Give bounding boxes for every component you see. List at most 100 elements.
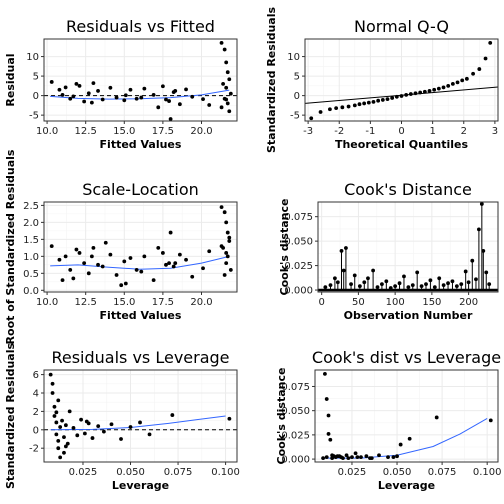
- data-point: [201, 97, 205, 102]
- data-point: [147, 432, 152, 437]
- data-point: [441, 85, 446, 90]
- data-point: [54, 410, 59, 415]
- data-point: [399, 94, 404, 98]
- data-point: [114, 273, 119, 277]
- data-point: [82, 99, 87, 104]
- data-point: [123, 93, 128, 98]
- data-point: [332, 276, 337, 281]
- x-axis-label: Fitted Values: [100, 138, 182, 151]
- data-point: [362, 101, 367, 106]
- data-point: [355, 455, 360, 460]
- data-point: [388, 286, 393, 290]
- x-tick-label: 15.0: [113, 297, 135, 308]
- data-point: [376, 98, 381, 103]
- data-point: [471, 71, 475, 76]
- x-tick-label: -2: [334, 126, 344, 137]
- resid_leverage-panel: 0.025 0.050 0.075 0.100 -2 0 2 4 6 Residuals vs L…: [4, 343, 240, 492]
- data-point: [96, 262, 100, 267]
- cooks_leverage-panel: 0.025 0.050 0.075 0.100 0.000 0.025 0.050 0.075…: [275, 348, 502, 492]
- x-tick-label: -3: [303, 126, 313, 137]
- data-point: [402, 274, 406, 279]
- data-point: [123, 281, 128, 286]
- plot-background: [44, 202, 237, 292]
- data-point: [52, 414, 57, 418]
- data-point: [128, 425, 133, 429]
- data-point: [164, 262, 168, 267]
- data-point: [346, 104, 351, 109]
- data-point: [386, 455, 390, 460]
- data-point: [227, 239, 232, 243]
- data-point: [419, 284, 424, 289]
- data-point: [57, 87, 62, 92]
- data-point: [139, 95, 144, 100]
- resid_fitted-panel: 10.0 12.5 15.0 17.5 20.0 -5 0 5 10 Residuals vs F…: [4, 17, 238, 151]
- data-point: [222, 210, 227, 215]
- data-point: [483, 56, 488, 61]
- data-point: [219, 244, 224, 249]
- data-point: [224, 97, 229, 102]
- data-point: [450, 279, 455, 284]
- y-axis-label: Cook's distance: [278, 199, 291, 296]
- data-point: [415, 270, 420, 275]
- y-tick-label: -2: [29, 444, 39, 455]
- plot-border: [314, 369, 499, 463]
- chart-title: Residuals vs Leverage: [51, 348, 229, 367]
- data-point: [74, 247, 79, 252]
- data-point: [119, 437, 123, 441]
- x-tick-label: 200: [459, 297, 478, 308]
- data-point: [156, 245, 161, 250]
- data-point: [96, 424, 101, 429]
- data-point: [67, 409, 72, 414]
- data-point: [128, 87, 133, 92]
- data-point: [324, 397, 329, 401]
- x-tick-label: 3: [492, 126, 498, 137]
- data-point: [228, 91, 233, 96]
- data-point: [89, 100, 94, 105]
- data-point: [151, 92, 156, 97]
- data-point: [50, 381, 55, 386]
- data-point: [404, 92, 409, 97]
- data-point: [464, 76, 469, 81]
- data-point: [328, 283, 333, 288]
- plot-border: [317, 201, 499, 293]
- data-point: [100, 264, 105, 269]
- data-point: [366, 100, 371, 105]
- data-point: [353, 451, 358, 456]
- x-tick-label: 10.0: [36, 297, 58, 308]
- data-point: [134, 96, 139, 101]
- data-point: [394, 94, 399, 99]
- cooks_distance-marks: [318, 202, 498, 292]
- normal_qq-panel: -3 -2 -1 0 1 2 3 -5 0 5 10 Normal Q-Q Theoretical Qu…: [265, 7, 499, 153]
- chart-title: Cook's dist vs Leverage: [312, 348, 501, 367]
- chart-title: Cook's Distance: [344, 180, 472, 199]
- x-tick-label: 50: [352, 297, 365, 308]
- data-point: [122, 98, 127, 103]
- data-point: [68, 96, 73, 101]
- data-point: [476, 227, 481, 232]
- data-point: [86, 91, 91, 96]
- data-point: [340, 105, 345, 110]
- scale_location-panel: 10.0 12.5 15.0 17.5 20.0 0.0 0.5 1.0 1.5 2.0 2.5 Sc…: [4, 149, 238, 344]
- data-point: [77, 83, 82, 88]
- data-point: [82, 431, 87, 436]
- x-tick-label: 12.5: [75, 297, 97, 308]
- data-point: [406, 285, 411, 290]
- y-axis-label: Residual: [4, 53, 17, 106]
- data-point: [474, 277, 478, 282]
- data-point: [82, 261, 87, 266]
- y-tick-label: 2: [33, 407, 39, 418]
- data-point: [219, 105, 224, 110]
- data-point: [225, 70, 230, 75]
- x-axis-label: Leverage: [112, 479, 169, 492]
- data-point: [170, 413, 175, 417]
- x-tick-label: 20.0: [190, 297, 212, 308]
- data-point: [164, 97, 168, 102]
- data-point: [318, 110, 323, 114]
- x-tick-label: 17.5: [152, 126, 174, 137]
- data-point: [228, 268, 233, 272]
- data-point: [71, 276, 76, 281]
- data-point: [224, 261, 229, 266]
- data-point: [350, 455, 354, 460]
- y-tick-label: 0.075: [281, 382, 310, 393]
- data-point: [364, 454, 369, 459]
